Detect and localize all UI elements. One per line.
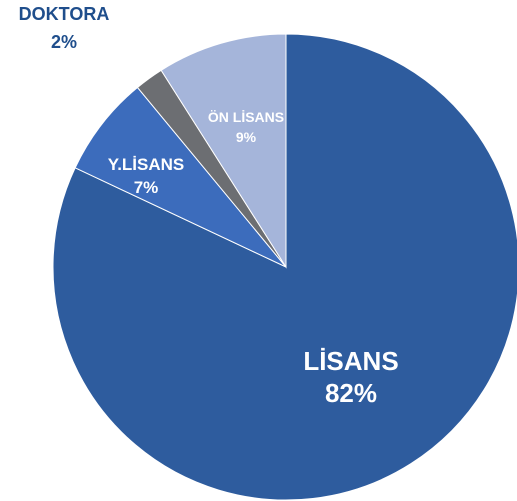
slice-value-0: 82% (325, 378, 377, 408)
slice-label-1: Y.LİSANS (108, 155, 185, 174)
pie-slice-1 (74, 86, 287, 268)
slice-value-3: 9% (236, 129, 257, 145)
slice-label-3: ÖN LİSANS (208, 109, 284, 125)
slice-label-0: LİSANS (303, 346, 398, 376)
pie-slices (52, 33, 517, 501)
slice-value-2: 2% (51, 32, 77, 52)
slice-value-1: 7% (134, 178, 159, 197)
pie-slice-3 (160, 33, 287, 269)
slice-label-2: DOKTORA (19, 4, 110, 24)
